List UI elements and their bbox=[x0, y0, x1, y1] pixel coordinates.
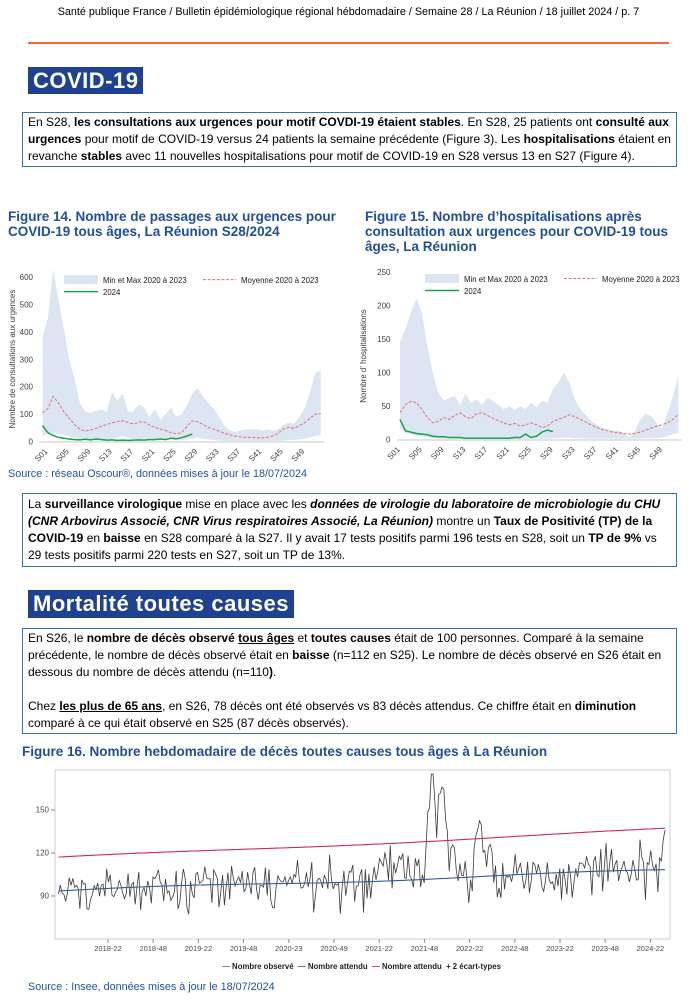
svg-text:50: 50 bbox=[382, 402, 391, 411]
svg-text:S05: S05 bbox=[54, 447, 71, 464]
svg-text:Min et Max 2020 à 2023: Min et Max 2020 à 2023 bbox=[464, 275, 548, 284]
svg-text:S49: S49 bbox=[290, 447, 307, 464]
svg-text:Moyenne 2020 à 2023: Moyenne 2020 à 2023 bbox=[602, 275, 680, 284]
svg-text:S13: S13 bbox=[97, 447, 114, 464]
svg-text:100: 100 bbox=[377, 369, 391, 378]
svg-text:0: 0 bbox=[386, 436, 391, 445]
svg-text:S21: S21 bbox=[495, 445, 512, 462]
svg-text:S29: S29 bbox=[538, 445, 555, 462]
svg-text:2018-48: 2018-48 bbox=[139, 944, 167, 953]
svg-text:S41: S41 bbox=[604, 445, 621, 462]
svg-text:S45: S45 bbox=[626, 445, 643, 462]
svg-text:S17: S17 bbox=[473, 445, 490, 462]
svg-text:2018-22: 2018-22 bbox=[94, 944, 122, 953]
svg-text:2023-48: 2023-48 bbox=[591, 944, 619, 953]
svg-text:200: 200 bbox=[20, 383, 34, 392]
svg-text:S33: S33 bbox=[204, 447, 221, 464]
svg-text:2022-22: 2022-22 bbox=[456, 944, 484, 953]
svg-text:2023-22: 2023-22 bbox=[546, 944, 574, 953]
svg-text:2021-48: 2021-48 bbox=[411, 944, 439, 953]
svg-text:2024-22: 2024-22 bbox=[637, 944, 665, 953]
svg-text:S29: S29 bbox=[183, 447, 200, 464]
svg-text:250: 250 bbox=[377, 268, 391, 277]
svg-text:150: 150 bbox=[36, 806, 50, 815]
svg-text:Moyenne 2020 à 2023: Moyenne 2020 à 2023 bbox=[241, 276, 319, 285]
svg-text:2020-49: 2020-49 bbox=[320, 944, 348, 953]
svg-text:2022-48: 2022-48 bbox=[501, 944, 529, 953]
svg-text:S01: S01 bbox=[386, 445, 403, 462]
svg-text:S09: S09 bbox=[429, 445, 446, 462]
svg-text:Nombre de consultations aux ur: Nombre de consultations aux urgences bbox=[8, 290, 17, 429]
svg-text:120: 120 bbox=[36, 849, 50, 858]
svg-text:S05: S05 bbox=[407, 445, 424, 462]
svg-text:600: 600 bbox=[20, 273, 34, 282]
svg-text:300: 300 bbox=[20, 355, 34, 364]
svg-text:S01: S01 bbox=[33, 447, 50, 464]
svg-text:150: 150 bbox=[377, 335, 391, 344]
svg-text:2020-23: 2020-23 bbox=[275, 944, 303, 953]
svg-text:100: 100 bbox=[20, 410, 34, 419]
svg-text:S09: S09 bbox=[76, 447, 93, 464]
svg-text:0: 0 bbox=[29, 438, 34, 447]
svg-text:S13: S13 bbox=[451, 445, 468, 462]
svg-text:Nombre d' hospitalisations: Nombre d' hospitalisations bbox=[359, 309, 368, 403]
svg-text:S37: S37 bbox=[582, 445, 599, 462]
svg-text:S17: S17 bbox=[119, 447, 136, 464]
svg-text:2024: 2024 bbox=[103, 288, 121, 297]
svg-text:2019-22: 2019-22 bbox=[185, 944, 213, 953]
svg-text:S37: S37 bbox=[226, 447, 243, 464]
svg-text:2021-22: 2021-22 bbox=[365, 944, 393, 953]
svg-text:S25: S25 bbox=[517, 445, 534, 462]
svg-text:90: 90 bbox=[40, 892, 49, 901]
svg-text:S41: S41 bbox=[247, 447, 264, 464]
svg-text:Min et Max 2020 à 2023: Min et Max 2020 à 2023 bbox=[103, 276, 187, 285]
svg-text:S21: S21 bbox=[140, 447, 157, 464]
svg-text:500: 500 bbox=[20, 301, 34, 310]
svg-text:S33: S33 bbox=[560, 445, 577, 462]
svg-text:S49: S49 bbox=[648, 445, 665, 462]
svg-text:2019-48: 2019-48 bbox=[230, 944, 258, 953]
svg-text:S25: S25 bbox=[161, 447, 178, 464]
svg-text:2024: 2024 bbox=[464, 287, 482, 296]
svg-text:400: 400 bbox=[20, 328, 34, 337]
svg-text:200: 200 bbox=[377, 302, 391, 311]
svg-text:S45: S45 bbox=[268, 447, 285, 464]
